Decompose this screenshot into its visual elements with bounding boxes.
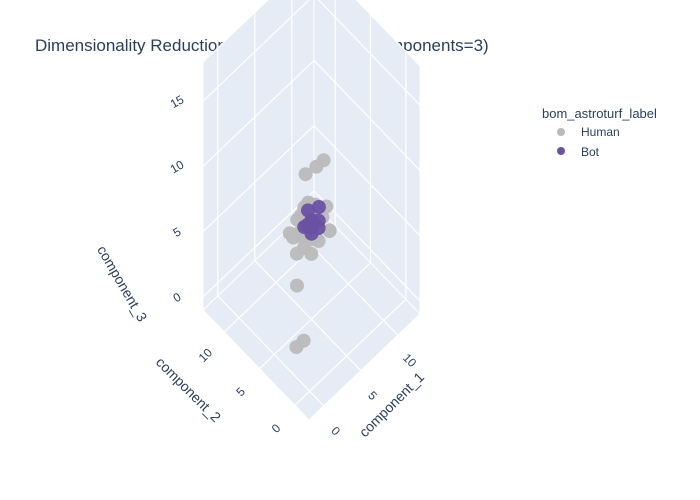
legend-label-bot: Bot xyxy=(581,145,600,159)
z-tick-label-1: 5 xyxy=(171,224,184,240)
point-human-2 xyxy=(309,159,324,174)
gridline-z-right-2 xyxy=(202,59,315,167)
point-human-28 xyxy=(322,223,337,238)
legend-item-human[interactable]: Human xyxy=(557,125,620,139)
x-tick-label-2: 10 xyxy=(400,351,420,371)
legend-label-human: Human xyxy=(581,125,620,139)
gridline-y-floor-0 xyxy=(294,298,407,406)
z-axis-title: component_3 xyxy=(94,243,150,325)
point-human-0 xyxy=(298,167,313,182)
legend: bom_astroturf_label Human Bot xyxy=(542,106,657,159)
point-bot-7 xyxy=(311,200,326,214)
z-tick-label-3: 15 xyxy=(168,92,187,111)
point-human-29 xyxy=(286,230,301,245)
scene-3d[interactable]: 0 5 10 0 5 10 0 5 10 15 component_1 component_2com… xyxy=(94,0,427,440)
point-human-5 xyxy=(290,278,304,293)
gridline-z-right-0 xyxy=(202,190,315,298)
gridline-y-floor-1 xyxy=(259,262,371,370)
legend-marker-bot xyxy=(557,147,565,155)
gridline-z-left-2 xyxy=(313,60,421,171)
y-axis-title: component_2 xyxy=(153,354,224,425)
gridline-x-floor-0 xyxy=(217,295,325,407)
y-tick-label-1: 5 xyxy=(233,384,248,399)
legend-marker-human xyxy=(557,128,565,136)
gridline-x-floor-1 xyxy=(254,260,362,371)
point-human-27 xyxy=(304,246,319,261)
z-tick-label-2: 10 xyxy=(168,157,187,176)
z-tick-label-0: 0 xyxy=(171,290,184,306)
point-human-4 xyxy=(289,340,304,355)
gridline-z-right-1 xyxy=(202,125,315,233)
gridline-z-right-3 xyxy=(202,0,310,102)
point-bot-9 xyxy=(304,226,319,241)
point-human-16 xyxy=(289,246,304,261)
gridline-z-left-3 xyxy=(317,0,421,106)
x-tick-label-0: 0 xyxy=(328,424,343,439)
gridline-z-left-1 xyxy=(313,125,421,237)
legend-title: bom_astroturf_label xyxy=(542,106,657,121)
back-right-pane xyxy=(202,0,315,312)
legend-item-bot[interactable]: Bot xyxy=(557,145,600,159)
scatter-points xyxy=(282,153,337,355)
y-tick-label-0: 0 xyxy=(269,421,284,436)
y-tick-label-2: 10 xyxy=(196,345,216,365)
x-tick-label-1: 5 xyxy=(365,388,380,403)
x-axis-title: component_1 xyxy=(356,369,427,440)
